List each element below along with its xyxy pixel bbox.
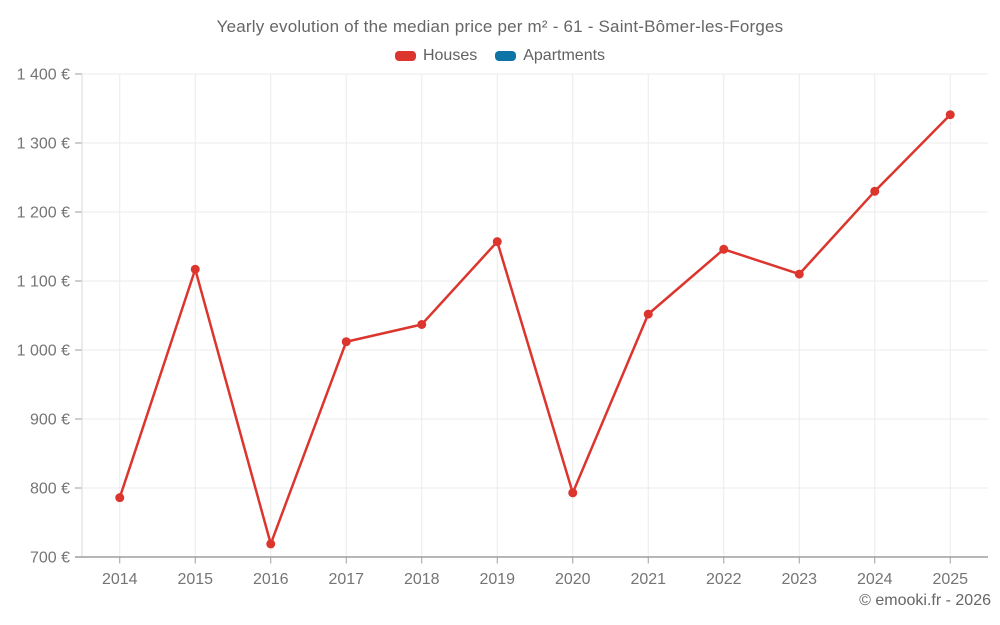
- y-tick-label: 1 000 €: [17, 343, 70, 360]
- x-tick-label: 2022: [706, 571, 742, 588]
- y-tick-label: 900 €: [30, 412, 70, 429]
- y-tick-label: 1 200 €: [17, 205, 70, 222]
- houses-data-point-2025[interactable]: [945, 110, 955, 120]
- houses-series-line: [118, 113, 952, 546]
- x-tick-label: 2018: [404, 571, 440, 588]
- credit-text: © emooki.fr - 2026: [859, 592, 991, 609]
- houses-data-point-2015[interactable]: [190, 264, 200, 274]
- apartments-series-label: Apartments: [523, 47, 606, 64]
- houses-data-point-2016[interactable]: [266, 539, 276, 549]
- houses-data-point-2021[interactable]: [643, 309, 653, 319]
- houses-series-swatch: [394, 51, 416, 61]
- houses-data-point-2019[interactable]: [492, 237, 502, 247]
- x-tick-label: 2016: [253, 571, 289, 588]
- x-tick-label: 2020: [555, 571, 591, 588]
- houses-data-point-2024[interactable]: [870, 186, 880, 196]
- chart-title: Yearly evolution of the median price per…: [216, 17, 784, 36]
- x-tick-label: 2023: [781, 571, 817, 588]
- x-tick-label: 2017: [328, 571, 364, 588]
- y-tick-label: 700 €: [30, 550, 70, 567]
- y-tick-label: 1 400 €: [17, 67, 70, 84]
- legend: Houses Apartments: [0, 47, 1000, 65]
- y-tick-label: 1 300 €: [17, 136, 70, 153]
- x-tick-label: 2019: [479, 571, 515, 588]
- houses-data-point-2020[interactable]: [568, 488, 578, 498]
- houses-series-label: Houses: [422, 47, 478, 64]
- houses-data-point-2014[interactable]: [115, 493, 125, 503]
- legend-item-apartments[interactable]: Apartments: [495, 47, 605, 65]
- y-tick-label: 800 €: [30, 481, 70, 498]
- houses-data-point-2017[interactable]: [341, 337, 351, 347]
- x-tick-label: 2014: [102, 571, 138, 588]
- houses-data-point-2018[interactable]: [417, 319, 427, 329]
- legend-item-houses[interactable]: Houses: [394, 47, 478, 65]
- x-tick-label: 2025: [932, 571, 968, 588]
- houses-data-point-2023[interactable]: [794, 269, 804, 279]
- x-tick-label: 2024: [857, 571, 893, 588]
- x-tick-label: 2021: [630, 571, 666, 588]
- x-tick-label: 2015: [177, 571, 213, 588]
- apartments-series-swatch: [495, 51, 517, 61]
- houses-data-point-2022[interactable]: [719, 244, 729, 254]
- y-tick-label: 1 100 €: [17, 274, 70, 291]
